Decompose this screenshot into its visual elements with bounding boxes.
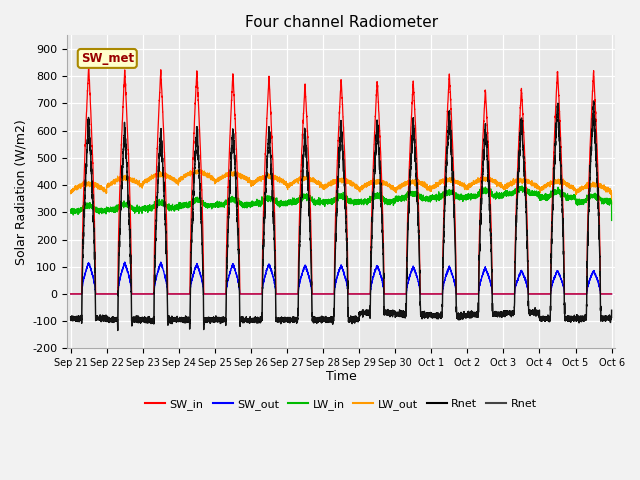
Line: SW_in: SW_in — [70, 66, 612, 294]
Rnet — [579, 316, 586, 322]
LW_in — [251, 200, 259, 206]
LW_out — [323, 185, 330, 191]
Rnet — [323, 317, 330, 323]
SW_in — [67, 291, 74, 297]
Rnet — [477, 195, 485, 201]
SW_out — [585, 280, 593, 286]
SW_in — [608, 291, 616, 297]
LW_in — [477, 189, 485, 194]
LW_in — [608, 217, 616, 223]
LW_out — [251, 179, 259, 185]
SW_in — [477, 170, 485, 176]
SW_in — [579, 291, 586, 297]
Rnet — [67, 314, 74, 320]
LW_out — [67, 189, 74, 195]
X-axis label: Time: Time — [326, 370, 356, 383]
Rnet — [251, 317, 259, 323]
LW_out — [462, 183, 470, 189]
LW_in — [518, 183, 525, 189]
LW_out — [196, 167, 204, 172]
Rnet — [585, 192, 593, 197]
SW_in — [585, 177, 593, 183]
SW_in — [462, 291, 470, 297]
Rnet — [323, 317, 330, 323]
LW_out — [608, 201, 616, 207]
Line: LW_in: LW_in — [70, 186, 612, 220]
Line: Rnet: Rnet — [70, 101, 612, 330]
LW_out — [585, 182, 593, 188]
SW_in — [251, 291, 259, 297]
Y-axis label: Solar Radiation (W/m2): Solar Radiation (W/m2) — [15, 119, 28, 265]
SW_in — [323, 291, 330, 297]
LW_out — [477, 175, 485, 180]
SW_out — [67, 291, 74, 297]
Text: SW_met: SW_met — [81, 52, 134, 65]
SW_out — [323, 291, 330, 297]
Rnet — [462, 313, 470, 319]
Legend: SW_in, SW_out, LW_in, LW_out, Rnet, Rnet: SW_in, SW_out, LW_in, LW_out, Rnet, Rnet — [141, 395, 541, 414]
LW_in — [585, 193, 593, 199]
Rnet — [589, 98, 597, 104]
Line: Rnet: Rnet — [70, 101, 612, 330]
SW_out — [477, 276, 485, 281]
Rnet — [462, 313, 470, 319]
Line: SW_out: SW_out — [70, 262, 612, 294]
Rnet — [585, 192, 593, 197]
Rnet — [67, 314, 74, 320]
Rnet — [608, 307, 616, 313]
Rnet — [114, 327, 122, 333]
Rnet — [114, 327, 122, 333]
LW_in — [579, 198, 586, 204]
Rnet — [251, 317, 259, 323]
SW_in — [85, 63, 93, 69]
LW_in — [67, 208, 74, 214]
Line: LW_out: LW_out — [70, 169, 612, 204]
Rnet — [589, 98, 597, 104]
LW_in — [323, 201, 330, 206]
Title: Four channel Radiometer: Four channel Radiometer — [244, 15, 438, 30]
SW_out — [579, 291, 586, 297]
SW_out — [462, 291, 470, 297]
Rnet — [608, 307, 616, 313]
LW_in — [462, 194, 470, 200]
SW_out — [608, 291, 616, 297]
SW_out — [121, 259, 129, 265]
LW_out — [579, 185, 586, 191]
Rnet — [579, 316, 586, 322]
Rnet — [477, 195, 485, 201]
SW_out — [251, 291, 259, 297]
